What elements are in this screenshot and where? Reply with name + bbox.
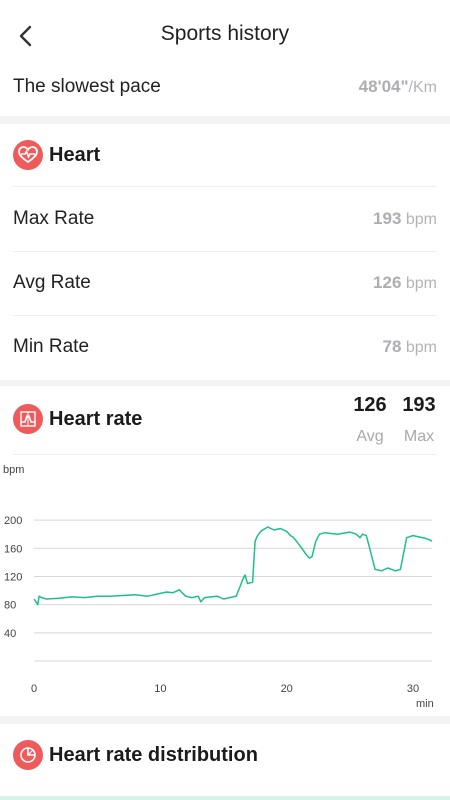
x-tick-label: 0 [31,683,37,695]
slowest-pace-value: 48'04"/Km [359,70,437,105]
x-tick-label: 10 [154,683,166,695]
distribution-card: Heart rate distribution [0,724,450,800]
min-rate-row: Min Rate 78 bpm [13,315,437,379]
avg-stat: 126 Avg [350,392,390,450]
avg-stat-label: Avg [356,428,384,445]
y-tick-label: 120 [4,571,22,583]
x-tick-label: 20 [281,683,293,695]
max-rate-number: 193 [373,209,402,228]
min-rate-unit: bpm [405,339,437,356]
max-rate-row: Max Rate 193 bpm [13,187,437,252]
slowest-pace-number: 48'04" [358,77,409,96]
max-stat: 193 Max [398,392,440,450]
page-title: Sports history [160,22,290,45]
avg-rate-number: 126 [373,273,402,292]
distribution-bar-peek [0,796,450,800]
slowest-pace-row: The slowest pace 48'04"/Km [13,70,437,118]
avg-rate-unit: bpm [405,275,437,292]
heart-section-title: Heart [49,144,101,166]
heart-rate-chart: 40 80 120 160 200 0 10 20 30 [4,515,433,695]
chart-x-unit: min [416,698,434,710]
heart-pulse-icon [13,140,43,170]
y-tick-label: 40 [4,628,16,640]
heart-card: Heart Max Rate 193 bpm Avg Rate 126 bpm … [0,124,450,380]
heart-divider [13,186,437,187]
distribution-section-title: Heart rate distribution [49,744,258,766]
x-tick-label: 30 [407,683,419,695]
max-rate-label: Max Rate [13,208,95,229]
avg-rate-value: 126 bpm [373,251,437,316]
min-rate-label: Min Rate [13,336,90,357]
avg-rate-label: Avg Rate [13,272,91,293]
heart-rate-series-line [33,526,433,606]
slowest-pace-label: The slowest pace [13,76,161,97]
heart-rate-section-title: Heart rate [49,408,143,430]
avg-rate-row: Avg Rate 126 bpm [13,251,437,316]
back-button[interactable] [12,22,40,50]
min-rate-number: 78 [382,337,402,356]
heart-rate-chart-icon [13,404,43,434]
min-rate-value: 78 bpm [383,315,438,380]
pace-card: The slowest pace 48'04"/Km [0,70,450,116]
y-tick-label: 160 [4,543,22,555]
max-rate-unit: bpm [405,211,437,228]
app-header: Sports history [0,0,450,70]
max-stat-value: 193 [402,394,436,416]
chart-y-unit: bpm [3,464,25,476]
y-tick-label: 200 [4,515,22,527]
max-rate-value: 193 bpm [373,187,437,252]
slowest-pace-unit: /Km [408,79,437,96]
chevron-left-icon [19,25,32,47]
y-tick-label: 80 [4,600,16,612]
heart-rate-divider [13,454,437,455]
pie-chart-icon [13,740,43,770]
avg-stat-value: 126 [353,394,387,416]
max-stat-label: Max [403,428,435,445]
